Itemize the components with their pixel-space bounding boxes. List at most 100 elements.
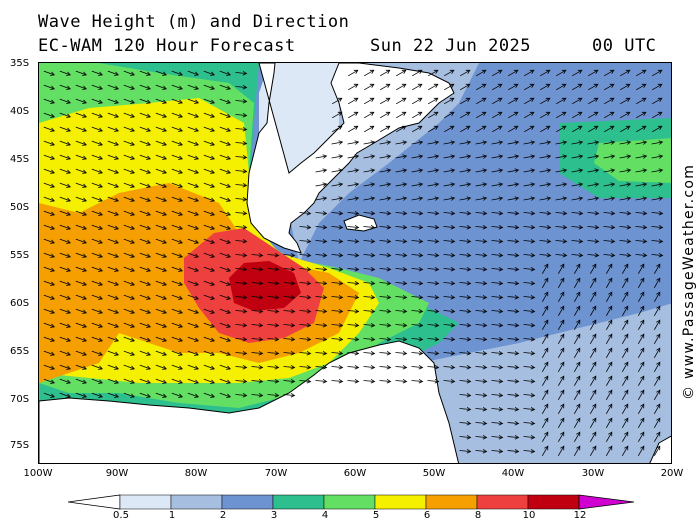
direction-arrowhead: [466, 392, 472, 398]
direction-arrowhead: [210, 113, 215, 118]
direction-arrow: [507, 408, 519, 410]
direction-arrowhead: [242, 364, 248, 370]
direction-arrowhead: [418, 140, 424, 145]
direction-arrow: [459, 296, 471, 298]
direction-arrowhead: [194, 183, 199, 188]
direction-arrow: [491, 268, 503, 270]
direction-arrow: [363, 254, 375, 256]
direction-arrowhead: [354, 252, 360, 258]
lon-label-70w: 70W: [264, 468, 288, 479]
direction-arrowhead: [146, 365, 151, 370]
direction-arrow: [492, 97, 502, 105]
direction-arrowhead: [594, 224, 600, 230]
direction-arrow: [619, 141, 631, 145]
direction-arrowhead: [162, 155, 167, 160]
direction-arrowhead: [433, 111, 439, 116]
direction-arrowhead: [592, 445, 597, 451]
direction-arrowhead: [210, 211, 215, 216]
direction-arrow: [603, 155, 615, 159]
direction-arrow: [491, 226, 503, 228]
direction-arrow: [603, 240, 615, 242]
direction-arrow: [573, 432, 581, 442]
direction-arrow: [589, 320, 597, 330]
direction-arrowhead: [642, 140, 648, 145]
legend-swatch-3: [272, 494, 325, 510]
direction-arrow: [171, 350, 183, 356]
direction-arrow: [460, 97, 470, 105]
direction-arrowhead: [418, 154, 424, 159]
direction-arrowhead: [274, 392, 280, 398]
direction-arrow: [75, 336, 87, 342]
direction-arrow: [428, 83, 438, 91]
direction-arrowhead: [402, 210, 408, 216]
direction-arrowhead: [258, 322, 264, 328]
direction-arrow: [123, 378, 135, 384]
direction-arrowhead: [162, 169, 167, 174]
direction-arrow: [620, 111, 630, 119]
direction-arrow: [203, 70, 215, 76]
direction-arrow: [187, 154, 199, 160]
direction-arrow: [155, 350, 167, 356]
direction-arrowhead: [417, 125, 423, 130]
direction-arrowhead: [530, 224, 536, 230]
legend-swatch-8: [476, 494, 529, 510]
direction-arrow: [411, 141, 423, 145]
direction-arrow: [91, 238, 103, 244]
direction-arrow: [251, 352, 263, 354]
direction-arrow: [59, 70, 71, 76]
direction-arrow: [475, 169, 487, 173]
direction-arrow: [379, 310, 391, 312]
direction-arrowhead: [114, 85, 119, 90]
direction-arrow: [203, 98, 215, 104]
direction-arrowhead: [322, 280, 328, 286]
direction-arrowhead: [576, 291, 581, 297]
direction-arrow: [364, 69, 374, 77]
direction-arrowhead: [162, 85, 167, 90]
direction-arrow: [171, 140, 183, 146]
direction-arrowhead: [497, 83, 503, 88]
direction-arrow: [187, 392, 199, 398]
direction-arrowhead: [338, 154, 344, 159]
direction-arrowhead: [114, 365, 119, 370]
direction-arrow: [171, 266, 183, 272]
direction-arrowhead: [640, 375, 645, 381]
direction-arrow: [187, 210, 199, 216]
direction-arrow: [91, 112, 103, 118]
direction-arrow: [555, 183, 567, 187]
direction-arrowhead: [178, 323, 183, 328]
direction-arrowhead: [530, 336, 536, 342]
direction-arrowhead: [610, 182, 616, 187]
direction-arrow: [155, 140, 167, 146]
direction-arrow: [203, 84, 215, 90]
direction-arrow: [443, 338, 455, 340]
direction-arrowhead: [338, 182, 344, 187]
direction-arrow: [395, 380, 407, 382]
direction-arrow: [171, 364, 183, 370]
direction-arrow: [573, 306, 581, 316]
direction-arrow: [395, 212, 407, 214]
direction-arrow: [443, 197, 455, 201]
direction-arrowhead: [146, 197, 151, 202]
direction-arrow: [123, 182, 135, 188]
direction-arrowhead: [130, 113, 135, 118]
direction-arrow: [299, 254, 311, 256]
direction-arrow: [443, 380, 455, 382]
direction-arrowhead: [178, 295, 183, 300]
direction-arrowhead: [290, 378, 296, 384]
direction-arrow: [541, 432, 549, 442]
direction-arrowhead: [546, 196, 552, 201]
direction-arrow: [91, 350, 103, 356]
direction-arrow: [91, 378, 103, 384]
direction-arrowhead: [466, 322, 472, 328]
direction-arrowhead: [50, 99, 55, 104]
direction-arrowhead: [625, 69, 631, 74]
direction-arrowhead: [624, 277, 629, 283]
direction-arrow: [540, 97, 550, 105]
direction-arrowhead: [146, 309, 151, 314]
direction-arrow: [91, 224, 103, 230]
direction-arrow: [123, 336, 135, 342]
direction-arrowhead: [593, 111, 599, 116]
direction-arrow: [427, 183, 439, 187]
direction-arrow: [572, 69, 582, 77]
direction-arrow: [652, 97, 662, 105]
